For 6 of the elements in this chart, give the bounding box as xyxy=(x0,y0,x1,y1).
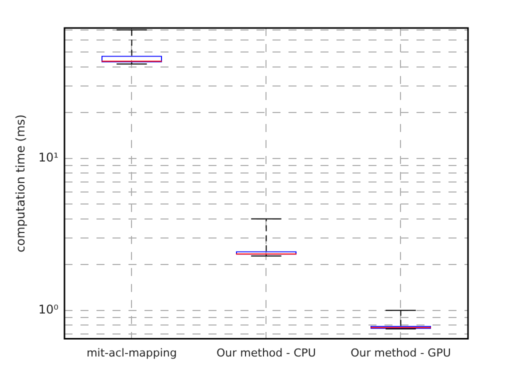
x-tick-label: mit-acl-mapping xyxy=(86,346,177,360)
y-axis-title: computation time (ms) xyxy=(13,114,28,252)
x-tick-label: Our method - GPU xyxy=(350,346,451,360)
x-tick-label: Our method - CPU xyxy=(216,346,316,360)
y-tick-label: 10⁰ xyxy=(38,302,59,316)
y-tick-label: 10¹ xyxy=(38,150,59,164)
